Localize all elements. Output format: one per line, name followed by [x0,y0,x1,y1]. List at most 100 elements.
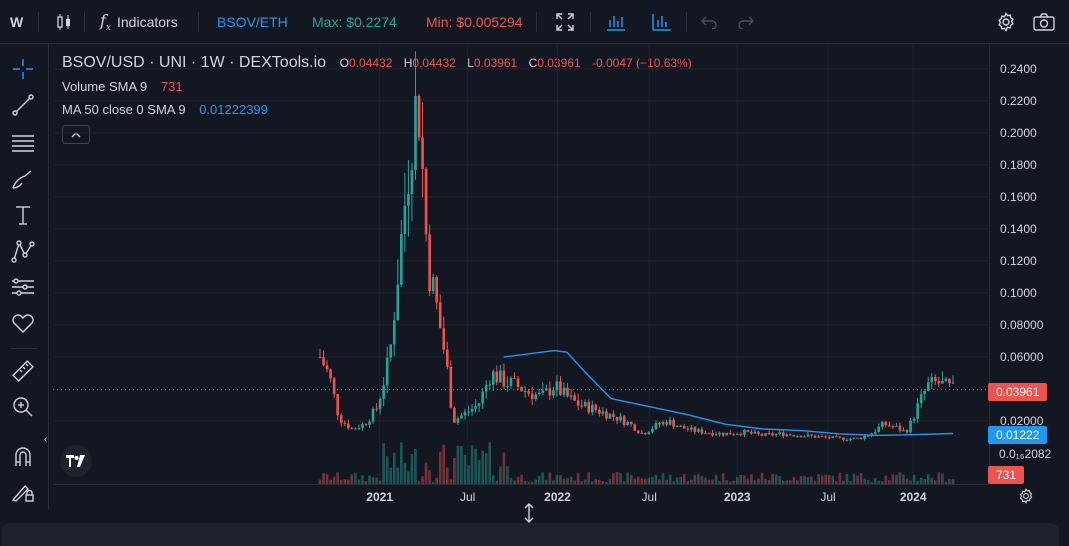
text-tool-icon[interactable] [10,202,36,228]
magnet-icon[interactable] [10,444,36,470]
volume-bar [672,481,675,484]
candle-body [431,277,435,292]
volume-bar [746,478,750,484]
compare-chart-icon[interactable] [652,0,672,44]
volume-bar [767,479,771,484]
resize-handle-icon[interactable] [522,503,536,528]
candle-type-icon[interactable] [56,0,72,44]
candle-body [354,428,357,430]
price-chart[interactable] [53,44,989,484]
volume-bar [686,481,690,484]
volume-bar [346,479,350,484]
chart-legend-main: BSOV/USD · UNI · 1W · DEXTools.io O0.044… [62,54,692,72]
undo-icon[interactable] [701,0,717,44]
volume-bar [580,481,583,484]
volume-bar [463,454,467,484]
bar-chart-icon[interactable] [606,0,626,44]
candle-body [400,234,403,285]
interval-button[interactable]: W [10,14,24,30]
lock-drawing-icon[interactable] [10,480,36,506]
volume-bar [552,480,555,484]
heart-icon[interactable] [10,310,36,336]
trend-line-icon[interactable] [10,92,36,118]
candle-body [842,437,845,441]
pair-button[interactable]: BSOV/ETH [217,14,288,30]
ma-legend[interactable]: MA 50 close 0 SMA 9 0.01222399 [62,102,268,117]
volume-bar [336,472,339,484]
camera-icon[interactable] [1033,0,1055,44]
candle-body [594,404,598,410]
ma-line [503,349,954,437]
volume-bar [389,467,393,484]
volume-bar [725,480,728,484]
candle-body [573,395,576,401]
redo-icon[interactable] [738,0,754,44]
volume-bar [523,480,527,484]
pattern-tool-icon[interactable] [10,238,36,264]
chart-title: BSOV/USD · UNI · 1W · DEXTools.io [62,54,327,71]
volume-bar [421,476,424,484]
candle-body [750,431,753,434]
forecast-tool-icon[interactable] [10,274,36,300]
indicators-button[interactable]: fx Indicators [100,0,178,44]
volume-bar [477,459,481,484]
volume-bar [587,472,591,484]
volume-bar [332,477,336,484]
volume-bar [704,477,707,484]
volume-bar [796,480,799,484]
candle-body [835,436,838,438]
fullscreen-icon[interactable] [556,0,574,44]
top-toolbar: W fx Indicators BSOV/ETH Max: $0.2274 Mi… [0,0,1069,44]
candle-body [559,381,562,395]
candle-body [644,432,647,435]
candle-body [530,393,534,399]
candle-body [654,422,658,429]
volume-bar [682,474,686,484]
tradingview-logo[interactable] [60,445,92,477]
high-value: 0.04432 [412,56,456,70]
volume-legend[interactable]: Volume SMA 9 731 [62,79,183,94]
volume-bar [361,475,364,484]
candle-body [329,369,332,379]
horizontal-lines-icon[interactable] [10,130,36,156]
candle-body [636,430,640,433]
candle-body [385,357,389,386]
candle-body [690,427,693,430]
candle-body [682,425,686,429]
volume-bar [537,475,541,484]
time-axis[interactable]: 2021 Jul 2022 Jul 2023 Jul 2024 [53,484,989,509]
time-tick-label: Jul [641,490,657,504]
collapse-arrow-icon[interactable]: ‹ [44,434,48,445]
candle-body [456,418,460,423]
candle-body [332,378,336,395]
volume-bar [322,473,325,484]
volume-value: 731 [160,79,183,94]
volume-bar [916,480,919,484]
axis-settings-gear-icon[interactable] [1018,488,1034,509]
candle-body [898,425,902,431]
volume-bar [651,476,654,484]
candle-body [891,426,895,428]
price-axis[interactable]: 0.2400 0.2200 0.2000 0.1800 0.1600 0.1400 0.12… [989,44,1069,484]
price-tick-label: 0.1600 [1000,190,1037,204]
time-tick-label: 2023 [723,490,751,504]
volume-bar [626,472,629,484]
volume-bar [739,475,743,484]
candle-body [576,400,580,406]
zoom-in-icon[interactable] [10,394,36,420]
candle-body [820,436,824,438]
volume-bar [594,478,598,484]
volume-bar [714,474,718,484]
volume-bar [743,475,746,484]
brush-icon[interactable] [10,166,36,192]
candle-body [545,388,548,391]
candle-body [824,436,827,438]
volume-bar [771,473,774,484]
crosshair-icon[interactable] [10,56,36,82]
candle-body [598,409,601,414]
candle-body [792,435,796,437]
volume-bar [545,479,548,484]
volume-bar [385,456,389,484]
settings-gear-icon[interactable] [996,0,1016,44]
ruler-icon[interactable] [10,358,36,384]
